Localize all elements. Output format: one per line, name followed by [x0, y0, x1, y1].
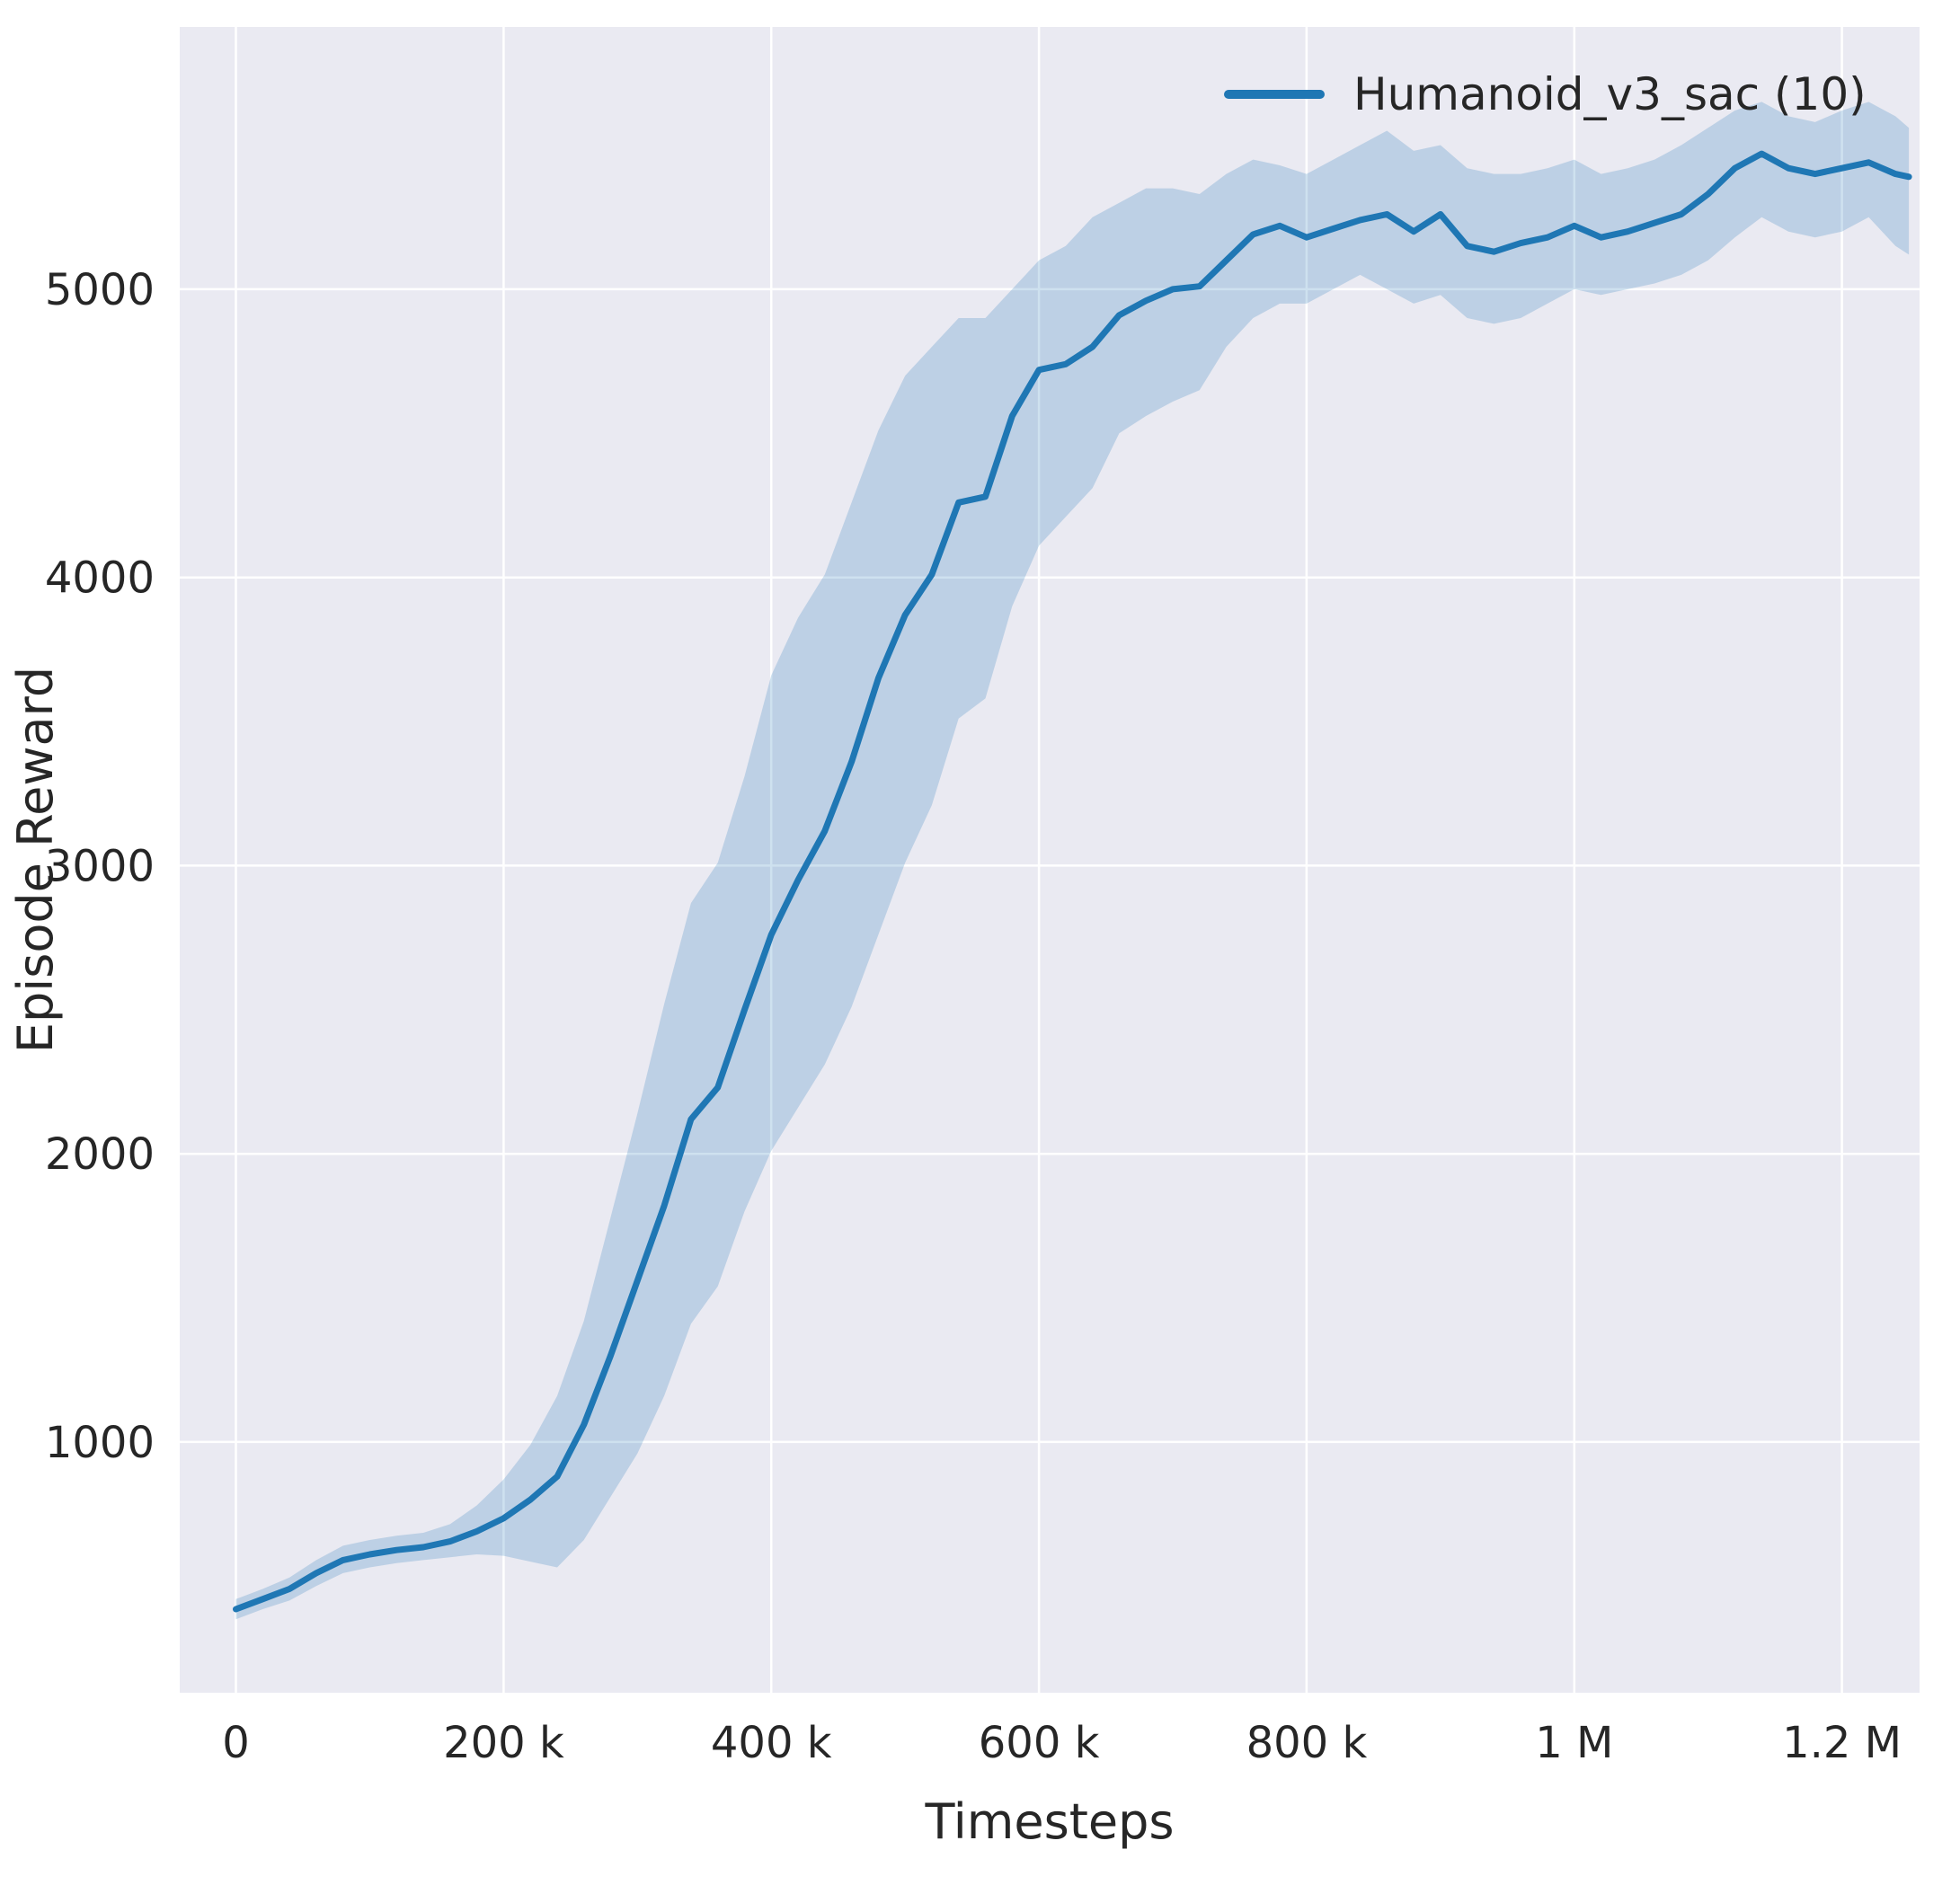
mean-line [233, 150, 1912, 1613]
x-tick-label: 200 k [443, 1718, 564, 1768]
y-tick-label: 1000 [45, 1418, 155, 1468]
plot-area [180, 27, 1920, 1693]
x-tick-label: 600 k [979, 1718, 1100, 1768]
x-axis-label: Timesteps [924, 1793, 1174, 1850]
y-tick-label: 3000 [45, 841, 155, 891]
gridlines [180, 27, 1920, 1693]
y-tick-label: 4000 [45, 553, 155, 604]
x-tick-label: 1.2 M [1782, 1718, 1902, 1768]
x-tick-label: 400 k [711, 1718, 832, 1768]
y-tick-label: 2000 [45, 1129, 155, 1180]
x-tick-label: 1 M [1535, 1718, 1613, 1768]
series-layer [233, 102, 1912, 1620]
y-tick-label: 5000 [45, 265, 155, 315]
x-tick-label: 800 k [1246, 1718, 1368, 1768]
legend: Humanoid_v3_sac (10) [1224, 68, 1867, 120]
legend-line-swatch [1224, 90, 1325, 99]
y-axis-label: Episode Reward [7, 667, 64, 1053]
legend-label: Humanoid_v3_sac (10) [1353, 68, 1867, 120]
x-tick-label: 0 [222, 1718, 250, 1768]
tick-labels: 0 200 k 400 k 600 k 800 k 1 M 1.2 M 1000 2000 300… [45, 265, 1902, 1768]
